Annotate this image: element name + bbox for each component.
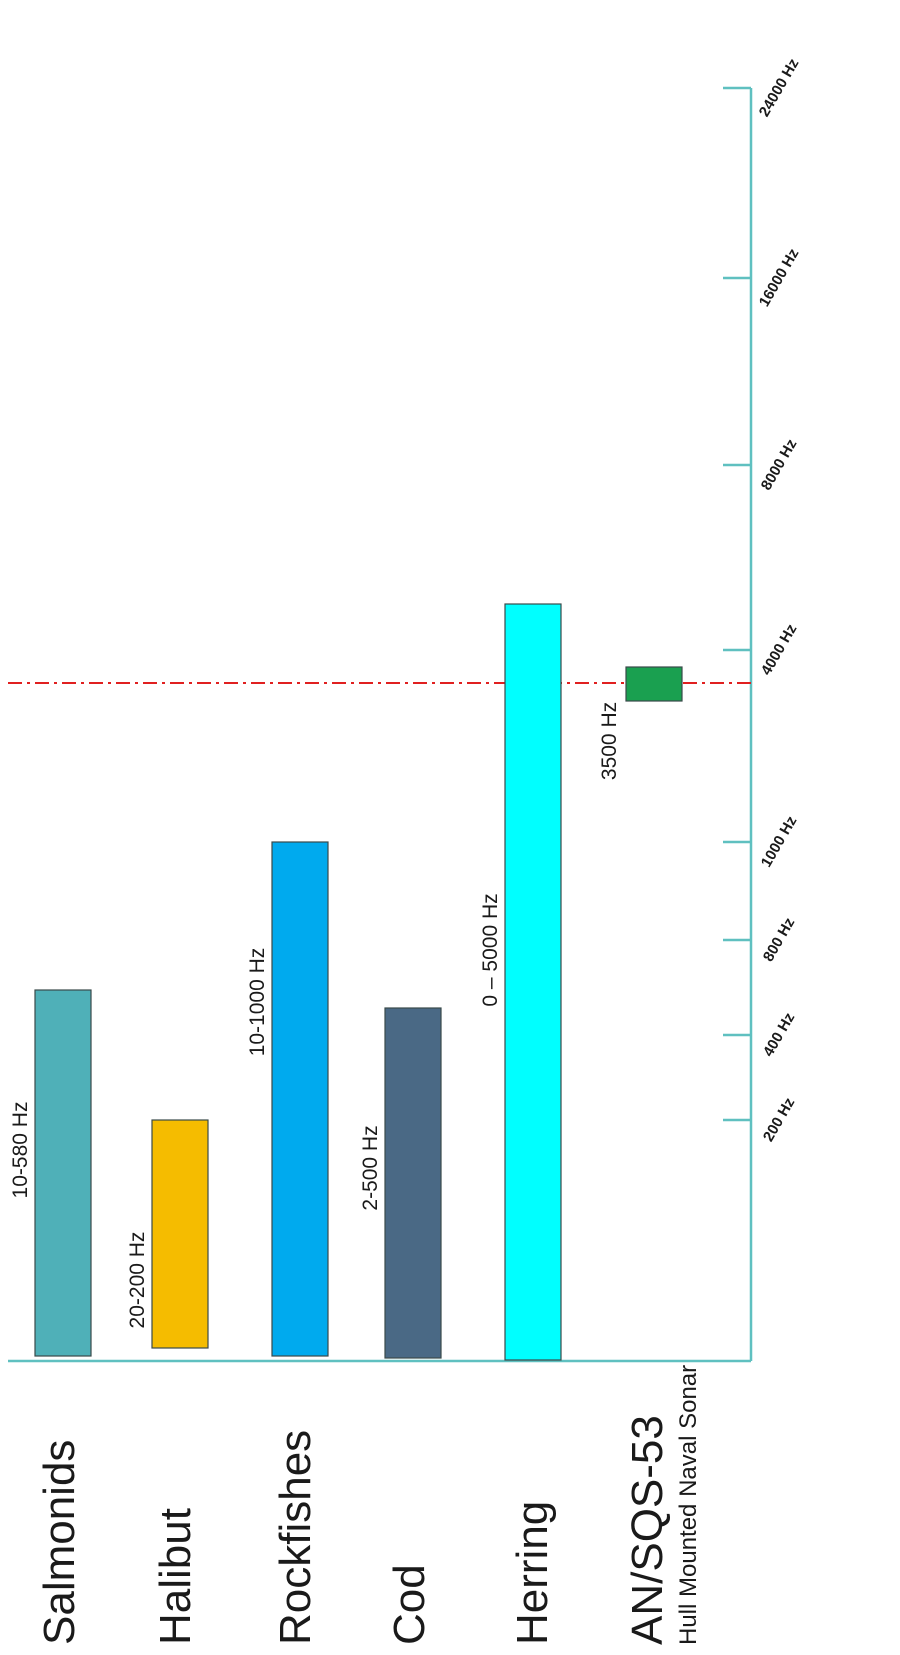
category-label: Cod xyxy=(385,1564,434,1645)
tick-label: 4000 Hz xyxy=(758,621,801,678)
tick-label: 200 Hz xyxy=(760,1095,798,1145)
tick-label: 16000 Hz xyxy=(756,246,803,310)
category-subtitle: Hull Mounted Naval Sonar xyxy=(675,1365,702,1645)
axes xyxy=(8,86,753,1363)
tick-label: 800 Hz xyxy=(760,915,798,965)
range-label: 0 – 5000 Hz xyxy=(479,893,502,1006)
range-bar xyxy=(34,989,92,1357)
range-bar xyxy=(271,841,329,1357)
range-label: 20-200 Hz xyxy=(126,1232,149,1329)
category-label: Salmonids xyxy=(35,1440,84,1645)
category-label: Herring xyxy=(508,1501,557,1645)
range-bar xyxy=(151,1119,209,1349)
range-bar xyxy=(625,666,683,702)
range-label: 10-1000 Hz xyxy=(246,948,269,1057)
category-label: Rockfishes xyxy=(271,1430,320,1645)
tick-label: 400 Hz xyxy=(760,1010,798,1060)
range-bar xyxy=(384,1007,442,1359)
range-label: 2-500 Hz xyxy=(359,1125,382,1210)
tick-label: 1000 Hz xyxy=(758,813,801,870)
range-label: 10-580 Hz xyxy=(9,1102,32,1199)
labels: 200 Hz 400 Hz 800 Hz 1000 Hz 4000 Hz 8000 Hz 1… xyxy=(9,56,803,1645)
bars xyxy=(34,603,683,1361)
range-label: 3500 Hz xyxy=(598,702,621,780)
category-label: Halibut xyxy=(151,1508,200,1645)
tick-label: 24000 Hz xyxy=(756,56,803,120)
tick-label: 8000 Hz xyxy=(758,436,801,493)
range-bar xyxy=(504,603,562,1361)
category-label: AN/SQS-53 xyxy=(623,1415,672,1645)
